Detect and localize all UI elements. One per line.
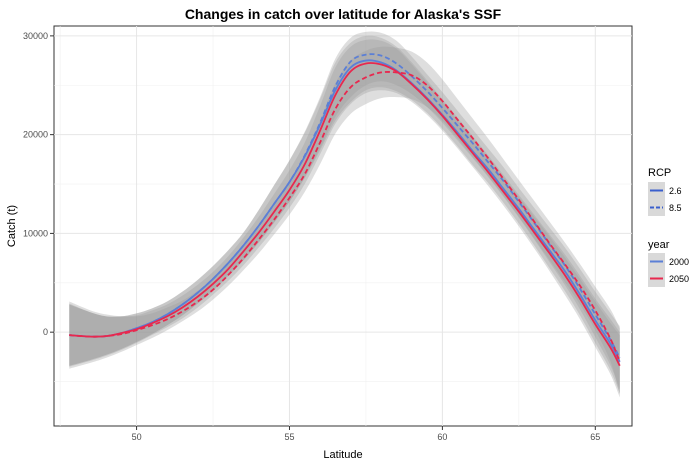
axis-ticks: 50 55 60 65 0 10000 20000 30000 (23, 31, 600, 442)
y-tick-label: 20000 (23, 130, 48, 140)
chart-title: Changes in catch over latitude for Alask… (185, 6, 502, 22)
x-tick-label: 60 (437, 432, 447, 442)
x-tick-label: 50 (132, 432, 142, 442)
series-lines (69, 53, 621, 367)
series-line-2.6-2000 (69, 59, 621, 363)
y-tick-label: 10000 (23, 228, 48, 238)
series-line-8.5-2000 (69, 53, 621, 359)
legend-label-year: 2050 (669, 274, 689, 284)
y-tick-label: 0 (43, 327, 48, 337)
series-line-8.5-2050 (69, 71, 621, 363)
x-axis-title: Latitude (323, 449, 362, 461)
series-line-2.6-2050 (69, 62, 621, 367)
legend: RCP 2.6 8.5 year 2000 2050 (648, 167, 689, 287)
y-axis-title: Catch (t) (6, 205, 18, 247)
ci-band-2.6-2000 (69, 35, 620, 394)
legend-label-year: 2000 (669, 257, 689, 267)
x-tick-label: 55 (284, 432, 294, 442)
ci-band-8.5-2000 (69, 31, 620, 390)
legend-title-year: year (648, 239, 670, 251)
legend-title-rcp: RCP (648, 167, 671, 179)
confidence-bands (69, 31, 620, 398)
x-tick-label: 65 (590, 432, 600, 442)
legend-label-rcp: 2.6 (669, 186, 682, 196)
legend-label-rcp: 8.5 (669, 203, 682, 213)
ci-band-8.5-2050 (69, 46, 620, 395)
y-tick-label: 30000 (23, 31, 48, 41)
